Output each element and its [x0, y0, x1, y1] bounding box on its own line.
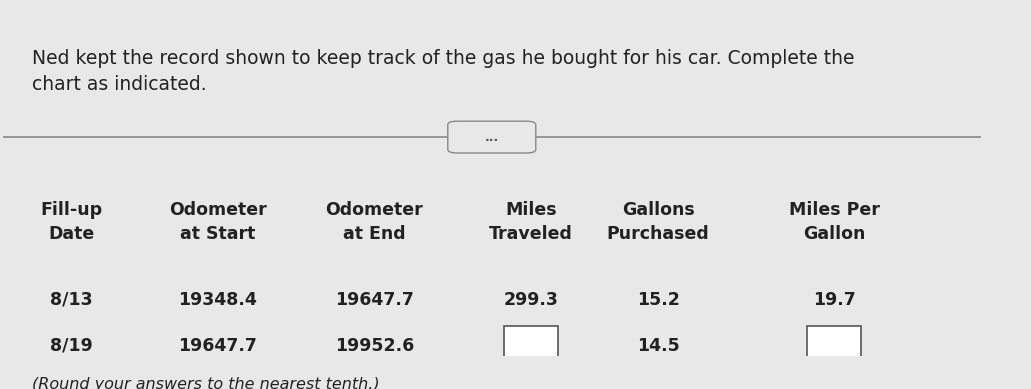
- Text: 19952.6: 19952.6: [335, 336, 414, 355]
- FancyBboxPatch shape: [447, 121, 536, 153]
- Text: Miles Per
Gallon: Miles Per Gallon: [789, 201, 879, 243]
- Text: Miles
Traveled: Miles Traveled: [489, 201, 573, 243]
- Text: Odometer
at End: Odometer at End: [326, 201, 424, 243]
- Text: 19348.4: 19348.4: [178, 291, 258, 309]
- Text: Gallons
Purchased: Gallons Purchased: [606, 201, 709, 243]
- Text: 19.7: 19.7: [812, 291, 856, 309]
- Text: Fill-up
Date: Fill-up Date: [40, 201, 102, 243]
- Text: Odometer
at Start: Odometer at Start: [169, 201, 267, 243]
- FancyBboxPatch shape: [504, 326, 558, 365]
- FancyBboxPatch shape: [807, 326, 861, 365]
- Text: 19647.7: 19647.7: [178, 336, 258, 355]
- Text: 299.3: 299.3: [503, 291, 559, 309]
- Text: 19647.7: 19647.7: [335, 291, 413, 309]
- Text: 8/19: 8/19: [49, 336, 93, 355]
- Text: 8/13: 8/13: [49, 291, 93, 309]
- Text: 14.5: 14.5: [637, 336, 679, 355]
- Text: 15.2: 15.2: [636, 291, 679, 309]
- Text: ...: ...: [485, 131, 499, 144]
- Text: Ned kept the record shown to keep track of the gas he bought for his car. Comple: Ned kept the record shown to keep track …: [32, 49, 855, 94]
- Text: (Round your answers to the nearest tenth.): (Round your answers to the nearest tenth…: [32, 377, 379, 389]
